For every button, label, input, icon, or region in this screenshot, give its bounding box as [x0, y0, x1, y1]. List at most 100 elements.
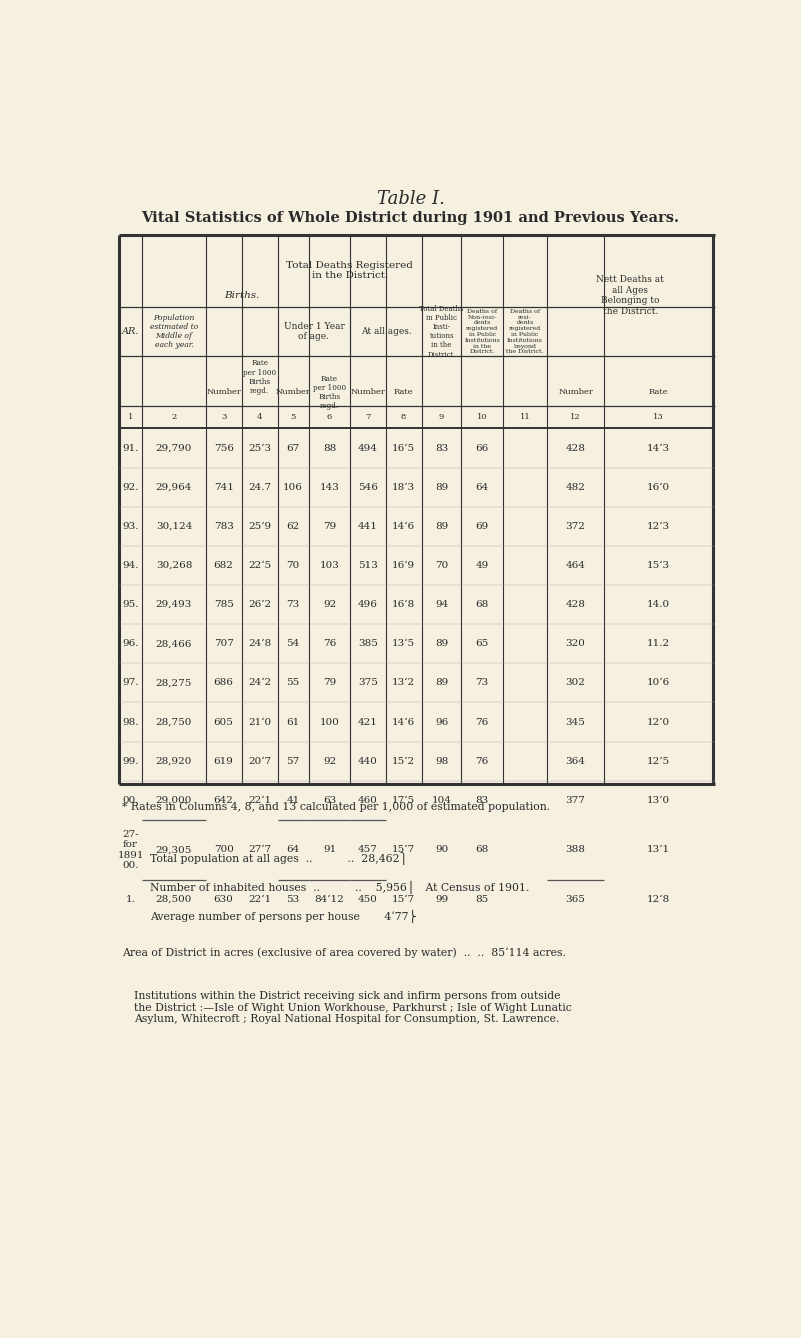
Text: 29,790: 29,790: [156, 443, 192, 452]
Text: 5: 5: [291, 413, 296, 421]
Text: 15‘2: 15‘2: [392, 757, 415, 765]
Text: 91.: 91.: [123, 443, 139, 452]
Text: 13‘5: 13‘5: [392, 640, 415, 648]
Text: Population
estimated to
Middle of
each year.: Population estimated to Middle of each y…: [150, 314, 198, 349]
Text: 385: 385: [358, 640, 378, 648]
Text: 707: 707: [214, 640, 234, 648]
Text: 6: 6: [327, 413, 332, 421]
Text: 14‘3: 14‘3: [647, 443, 670, 452]
Text: 94.: 94.: [123, 561, 139, 570]
Text: 64: 64: [476, 483, 489, 491]
Text: Deaths of
Non-resi-
dents
registered
in Public
Institutions
in the
District.: Deaths of Non-resi- dents registered in …: [465, 309, 500, 355]
Text: 53: 53: [287, 895, 300, 903]
Text: 16‘0: 16‘0: [647, 483, 670, 491]
Text: Average number of persons per house       4‘77⎬: Average number of persons per house 4‘77…: [150, 910, 417, 923]
Text: 464: 464: [566, 561, 586, 570]
Text: 619: 619: [214, 757, 234, 765]
Text: 12: 12: [570, 413, 581, 421]
Text: 16‘8: 16‘8: [392, 601, 415, 609]
Text: 20‘7: 20‘7: [248, 757, 272, 765]
Text: 76: 76: [476, 717, 489, 727]
Text: 63: 63: [323, 796, 336, 805]
Text: 89: 89: [435, 640, 449, 648]
Text: 25‘3: 25‘3: [248, 443, 272, 452]
Text: 29,000: 29,000: [156, 796, 192, 805]
Text: Rate: Rate: [649, 388, 669, 396]
Text: 57: 57: [287, 757, 300, 765]
Text: Total Deaths Registered
in the District.: Total Deaths Registered in the District.: [286, 261, 413, 281]
Text: 428: 428: [566, 443, 586, 452]
Text: 22‘1: 22‘1: [248, 796, 272, 805]
Text: 22‘5: 22‘5: [248, 561, 272, 570]
Text: 15‘7: 15‘7: [392, 895, 415, 903]
Text: 302: 302: [566, 678, 586, 688]
Text: 7: 7: [365, 413, 371, 421]
Text: 12‘0: 12‘0: [647, 717, 670, 727]
Text: 99: 99: [435, 895, 449, 903]
Text: 14.0: 14.0: [647, 601, 670, 609]
Text: 27‘7: 27‘7: [248, 846, 272, 854]
Text: 29,305: 29,305: [156, 846, 192, 854]
Text: 103: 103: [320, 561, 340, 570]
Text: 756: 756: [214, 443, 234, 452]
Text: 94: 94: [435, 601, 449, 609]
Text: Under 1 Year
of age.: Under 1 Year of age.: [284, 322, 344, 341]
Text: Institutions within the District receiving sick and infirm persons from outside
: Institutions within the District receivi…: [135, 991, 572, 1024]
Text: 62: 62: [287, 522, 300, 531]
Text: 26‘2: 26‘2: [248, 601, 272, 609]
Text: 83: 83: [435, 443, 449, 452]
Text: 89: 89: [435, 522, 449, 531]
Text: 68: 68: [476, 846, 489, 854]
Text: 13‘0: 13‘0: [647, 796, 670, 805]
Text: 65: 65: [476, 640, 489, 648]
Text: Total Deaths
in Public
Insti-
tutions
in the
District.: Total Deaths in Public Insti- tutions in…: [419, 305, 464, 359]
Text: 70: 70: [435, 561, 449, 570]
Text: Rate
per 1000
Births
regd.: Rate per 1000 Births regd.: [313, 375, 346, 411]
Text: 13‘2: 13‘2: [392, 678, 415, 688]
Text: 54: 54: [287, 640, 300, 648]
Text: 428: 428: [566, 601, 586, 609]
Text: 12‘5: 12‘5: [647, 757, 670, 765]
Text: Rate
per 1000
Births
regd.: Rate per 1000 Births regd.: [243, 360, 276, 395]
Text: 21‘0: 21‘0: [248, 717, 272, 727]
Text: 55: 55: [287, 678, 300, 688]
Text: 3: 3: [221, 413, 227, 421]
Text: 785: 785: [214, 601, 234, 609]
Text: 24‘8: 24‘8: [248, 640, 272, 648]
Text: 66: 66: [476, 443, 489, 452]
Text: 93.: 93.: [123, 522, 139, 531]
Text: 99.: 99.: [123, 757, 139, 765]
Text: 90: 90: [435, 846, 449, 854]
Text: Number: Number: [558, 388, 593, 396]
Text: 16‘5: 16‘5: [392, 443, 415, 452]
Text: 98.: 98.: [123, 717, 139, 727]
Text: 92: 92: [323, 601, 336, 609]
Text: 76: 76: [476, 757, 489, 765]
Text: 17‘5: 17‘5: [392, 796, 415, 805]
Text: 642: 642: [214, 796, 234, 805]
Text: 89: 89: [435, 483, 449, 491]
Text: 30,124: 30,124: [156, 522, 192, 531]
Text: * Rates in Columns 4, 8, and 13 calculated per 1,000 of estimated population.: * Rates in Columns 4, 8, and 13 calculat…: [123, 803, 550, 812]
Text: 460: 460: [358, 796, 378, 805]
Text: 440: 440: [358, 757, 378, 765]
Text: 106: 106: [284, 483, 303, 491]
Text: 64: 64: [287, 846, 300, 854]
Text: Vital Statistics of Whole District during 1901 and Previous Years.: Vital Statistics of Whole District durin…: [142, 211, 679, 225]
Text: 741: 741: [214, 483, 234, 491]
Text: 320: 320: [566, 640, 586, 648]
Text: 15‘7: 15‘7: [392, 846, 415, 854]
Text: 28,500: 28,500: [156, 895, 192, 903]
Text: 92.: 92.: [123, 483, 139, 491]
Text: 15‘3: 15‘3: [647, 561, 670, 570]
Text: 2: 2: [171, 413, 177, 421]
Text: 29,493: 29,493: [156, 601, 192, 609]
Text: 686: 686: [214, 678, 234, 688]
Text: 364: 364: [566, 757, 586, 765]
Text: 96.: 96.: [123, 640, 139, 648]
Text: 100: 100: [320, 717, 340, 727]
Text: 377: 377: [566, 796, 586, 805]
Text: 97.: 97.: [123, 678, 139, 688]
Text: 496: 496: [358, 601, 378, 609]
Text: 68: 68: [476, 601, 489, 609]
